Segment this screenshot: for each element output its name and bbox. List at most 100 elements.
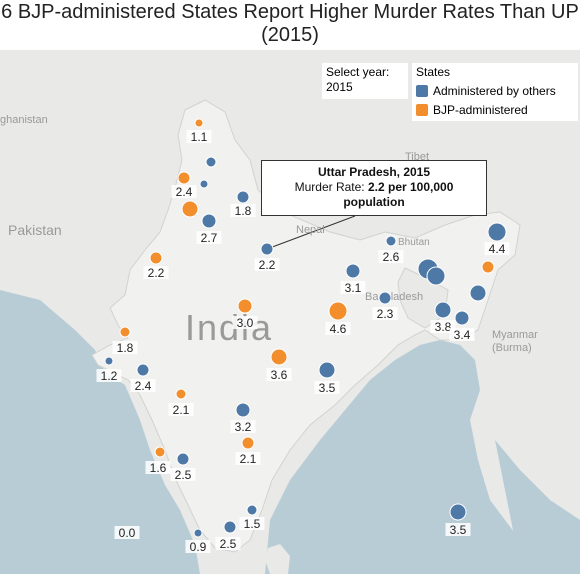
state-value-label-27: 3.2 [235,420,252,434]
state-value-bg-7 [143,266,169,279]
state-value-bg-29 [145,461,171,474]
state-marker-25[interactable] [318,361,336,379]
state-value-label-26: 2.1 [173,403,190,417]
state-value-bg-28 [235,452,261,465]
state-value-label-10: 4.4 [489,242,506,256]
state-value-bg-26 [168,403,194,416]
state-marker-32[interactable] [223,520,237,534]
state-marker-31[interactable] [246,504,258,516]
andaman-sea [495,440,580,574]
label-bhutan: Bhutan [398,237,430,248]
state-value-label-16: 2.3 [377,307,394,321]
state-marker-6[interactable] [201,213,217,229]
state-value-bg-18 [325,322,351,335]
state-marker-1[interactable] [205,156,217,168]
state-value-bg-24 [130,379,156,392]
sri-lanka [265,544,290,574]
state-value-bg-0 [186,130,212,143]
year-selector[interactable]: Select year: 2015 [322,63,408,99]
state-value-bg-23 [96,369,122,382]
state-marker-14[interactable] [426,266,446,286]
state-value-label-25: 3.5 [319,381,336,395]
state-value-label-6: 2.7 [201,231,218,245]
legend-label-bjp: BJP-administered [433,102,528,117]
state-value-label-0: 1.1 [191,130,208,144]
state-value-bg-25 [314,381,340,394]
state-marker-16[interactable] [378,291,392,305]
state-value-label-4: 1.8 [235,204,252,218]
state-marker-23[interactable] [104,356,114,366]
state-value-label-21: 1.8 [117,341,134,355]
state-marker-28[interactable] [241,436,255,450]
state-marker-21[interactable] [119,326,131,338]
state-marker-19[interactable] [434,301,452,319]
state-marker-12[interactable] [345,263,361,279]
state-marker-22[interactable] [270,348,288,366]
label-bangladesh: Bangladesh [365,291,423,303]
state-marker-8[interactable] [260,242,274,256]
state-value-label-28: 2.1 [240,452,257,466]
tooltip-rate-unit: population [343,195,405,209]
state-marker-30[interactable] [176,452,190,466]
state-markers [104,118,507,538]
state-value-label-33: 0.9 [190,540,207,554]
state-value-label-12: 3.1 [345,281,362,295]
state-value-bg-9 [378,250,404,263]
legend-title: States [416,65,451,79]
state-marker-33[interactable] [193,528,203,538]
state-marker-10[interactable] [487,222,507,242]
state-value-label-8: 2.2 [259,258,276,272]
state-marker-29[interactable] [154,446,166,458]
state-marker-2[interactable] [177,171,191,185]
state-marker-3[interactable] [199,179,209,189]
state-value-bg-6 [196,231,222,244]
chart-title: 6 BJP-administered States Report Higher … [1,1,579,46]
label-nepal: Nepal [296,224,325,236]
bay-of-bengal [265,340,540,574]
state-marker-0[interactable] [194,118,204,128]
state-value-bg-19 [430,320,456,333]
state-value-bg-4 [230,204,256,217]
state-value-bg-10 [484,242,510,255]
state-value-label-17: 3.0 [237,316,254,330]
legend-item-others[interactable]: Administered by others [416,81,574,100]
tooltip-leader-line [266,215,356,250]
state-value-label-18: 4.6 [330,322,347,336]
state-marker-15[interactable] [469,284,487,302]
legend: States Administered by others BJP-admini… [412,63,578,121]
state-marker-17[interactable] [237,298,253,314]
state-marker-7[interactable] [149,251,163,265]
tooltip-rate-line: Murder Rate: 2.2 per 100,000 [262,180,486,195]
state-value-labels: 1.12.41.82.72.22.22.64.43.12.33.0 4.6 3.83… [96,130,510,554]
state-marker-9[interactable] [385,235,397,247]
year-selector-label: Select year: [326,65,390,79]
state-marker-18[interactable] [328,301,348,321]
state-value-bg-8 [254,258,280,271]
state-value-label-23: 1.2 [101,369,118,383]
state-value-bg-21 [112,341,138,354]
state-value-label-7: 2.2 [148,266,165,280]
state-value-bg-33 [185,540,211,553]
label-myanmar: Myanmar (Burma) [492,329,541,354]
year-selector-value[interactable]: 2015 [326,80,353,94]
state-marker-4[interactable] [236,190,250,204]
legend-item-bjp[interactable]: BJP-administered [416,100,574,119]
state-marker-24[interactable] [136,363,150,377]
state-value-bg-20 [449,328,475,341]
state-value-label-22: 3.6 [271,368,288,382]
india-landmass [91,99,521,553]
arabian-sea [0,290,200,574]
state-marker-5[interactable] [181,200,199,218]
state-marker-27[interactable] [235,402,251,418]
state-marker-11[interactable] [481,260,495,274]
state-value-bg-32 [215,537,241,550]
state-marker-20[interactable] [454,310,470,326]
tooltip-state: Uttar Pradesh, 2015 [317,165,431,179]
label-india: India [185,307,273,348]
state-value-label-9: 2.6 [383,250,400,264]
state-value-label-31: 1.5 [244,517,261,531]
legend-swatch-bjp [416,103,428,116]
india-map[interactable]: India Pakistan Nepal Bhutan Bangladesh M… [0,50,580,574]
state-marker-26[interactable] [175,388,187,400]
state-marker-35[interactable] [449,503,467,521]
